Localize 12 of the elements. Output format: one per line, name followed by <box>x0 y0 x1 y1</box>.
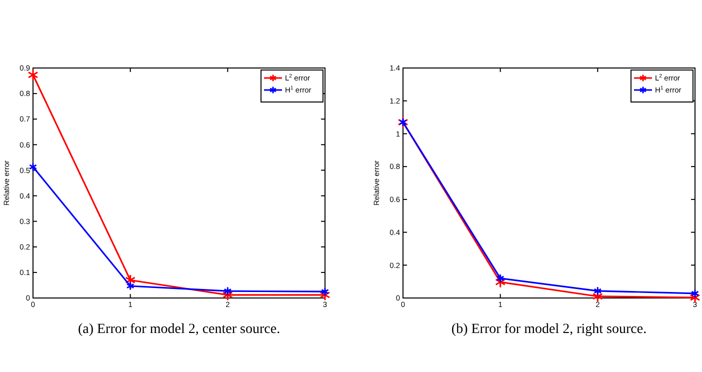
text: (a) Error for model 2, center source. <box>78 322 280 337</box>
point <box>126 281 134 291</box>
point <box>496 274 504 283</box>
point <box>495 276 506 288</box>
text: (b) Error for model 2, right source. <box>451 322 647 337</box>
point <box>594 286 602 296</box>
point <box>320 287 330 296</box>
point <box>125 274 136 286</box>
point <box>320 289 330 301</box>
point <box>690 288 700 298</box>
point <box>224 286 232 296</box>
point <box>28 162 38 172</box>
